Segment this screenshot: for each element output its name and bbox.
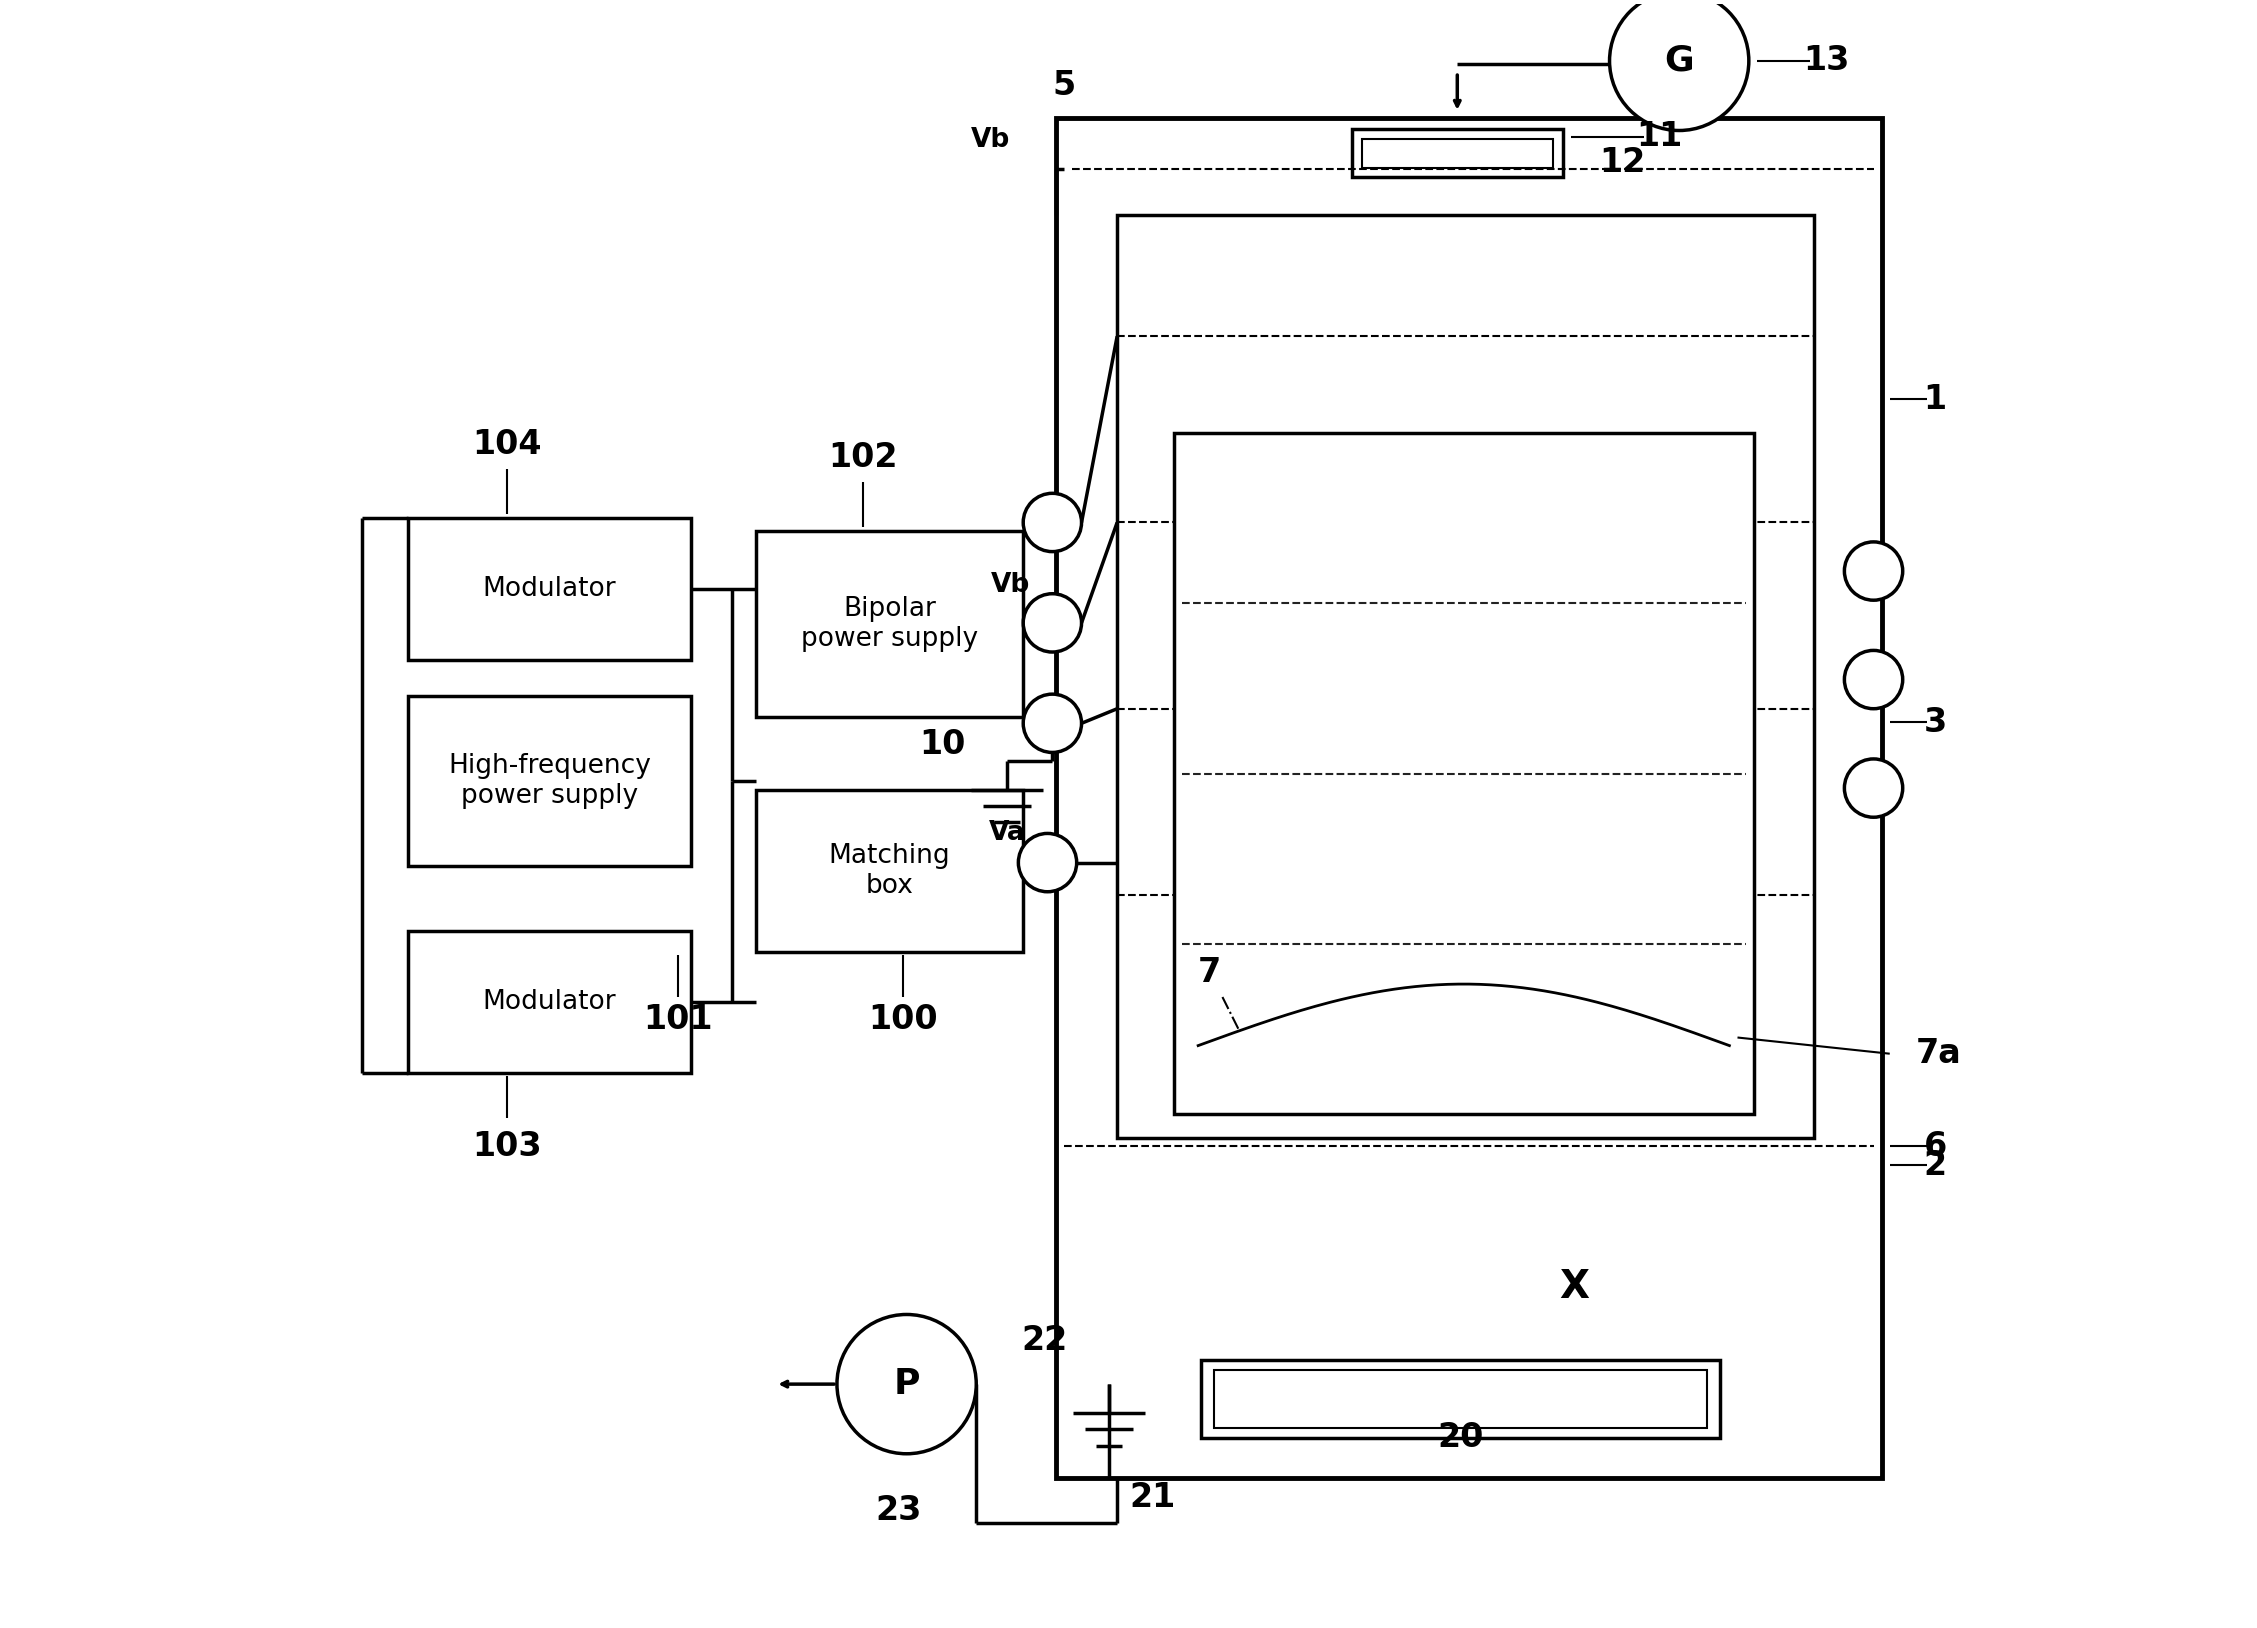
Circle shape bbox=[1022, 493, 1081, 552]
Bar bbox=[756, 790, 1022, 952]
Bar bbox=[1056, 117, 1882, 1478]
Circle shape bbox=[1609, 0, 1749, 130]
Text: Va: Va bbox=[989, 821, 1025, 847]
Text: 10: 10 bbox=[919, 728, 966, 760]
Text: 5: 5 bbox=[1052, 68, 1074, 101]
Circle shape bbox=[1018, 834, 1077, 892]
Text: Bipolar
power supply: Bipolar power supply bbox=[801, 596, 977, 651]
Text: 11: 11 bbox=[1636, 120, 1684, 153]
Text: 104: 104 bbox=[472, 428, 542, 461]
Text: Matching
box: Matching box bbox=[828, 843, 950, 899]
Circle shape bbox=[837, 1314, 977, 1454]
Bar bbox=[409, 931, 691, 1073]
Text: 22: 22 bbox=[1020, 1324, 1068, 1356]
Circle shape bbox=[1844, 651, 1903, 708]
Text: 23: 23 bbox=[876, 1495, 921, 1527]
Text: 21: 21 bbox=[1131, 1481, 1176, 1514]
Bar bbox=[1214, 1369, 1706, 1428]
Text: 103: 103 bbox=[472, 1130, 542, 1162]
Text: 12: 12 bbox=[1600, 147, 1645, 179]
Text: 7a: 7a bbox=[1916, 1037, 1961, 1070]
Text: Modulator: Modulator bbox=[483, 576, 616, 602]
Bar bbox=[1201, 1359, 1720, 1438]
Text: 6: 6 bbox=[1923, 1130, 1948, 1162]
Text: 100: 100 bbox=[869, 1003, 937, 1035]
Text: 1: 1 bbox=[1923, 383, 1946, 415]
Bar bbox=[409, 518, 691, 659]
Text: 2: 2 bbox=[1923, 1149, 1946, 1182]
Circle shape bbox=[1022, 594, 1081, 653]
Text: Vb: Vb bbox=[991, 571, 1029, 597]
Text: Modulator: Modulator bbox=[483, 988, 616, 1014]
Text: 101: 101 bbox=[643, 1003, 713, 1035]
Circle shape bbox=[1022, 694, 1081, 752]
Bar bbox=[756, 531, 1022, 716]
Text: 13: 13 bbox=[1803, 44, 1851, 78]
Text: 7: 7 bbox=[1198, 956, 1221, 990]
Text: 3: 3 bbox=[1923, 707, 1948, 739]
Bar bbox=[1174, 433, 1754, 1114]
Text: P: P bbox=[894, 1368, 921, 1402]
Bar bbox=[1117, 215, 1815, 1138]
Circle shape bbox=[1844, 542, 1903, 601]
Circle shape bbox=[1844, 759, 1903, 817]
Bar bbox=[1361, 138, 1553, 168]
Bar bbox=[409, 695, 691, 866]
Text: 20: 20 bbox=[1438, 1421, 1483, 1454]
Text: High-frequency
power supply: High-frequency power supply bbox=[449, 752, 650, 809]
Text: G: G bbox=[1663, 44, 1695, 78]
Text: 102: 102 bbox=[828, 441, 898, 474]
Bar bbox=[1352, 129, 1562, 177]
Text: Vb: Vb bbox=[971, 127, 1011, 153]
Text: X: X bbox=[1560, 1268, 1589, 1306]
